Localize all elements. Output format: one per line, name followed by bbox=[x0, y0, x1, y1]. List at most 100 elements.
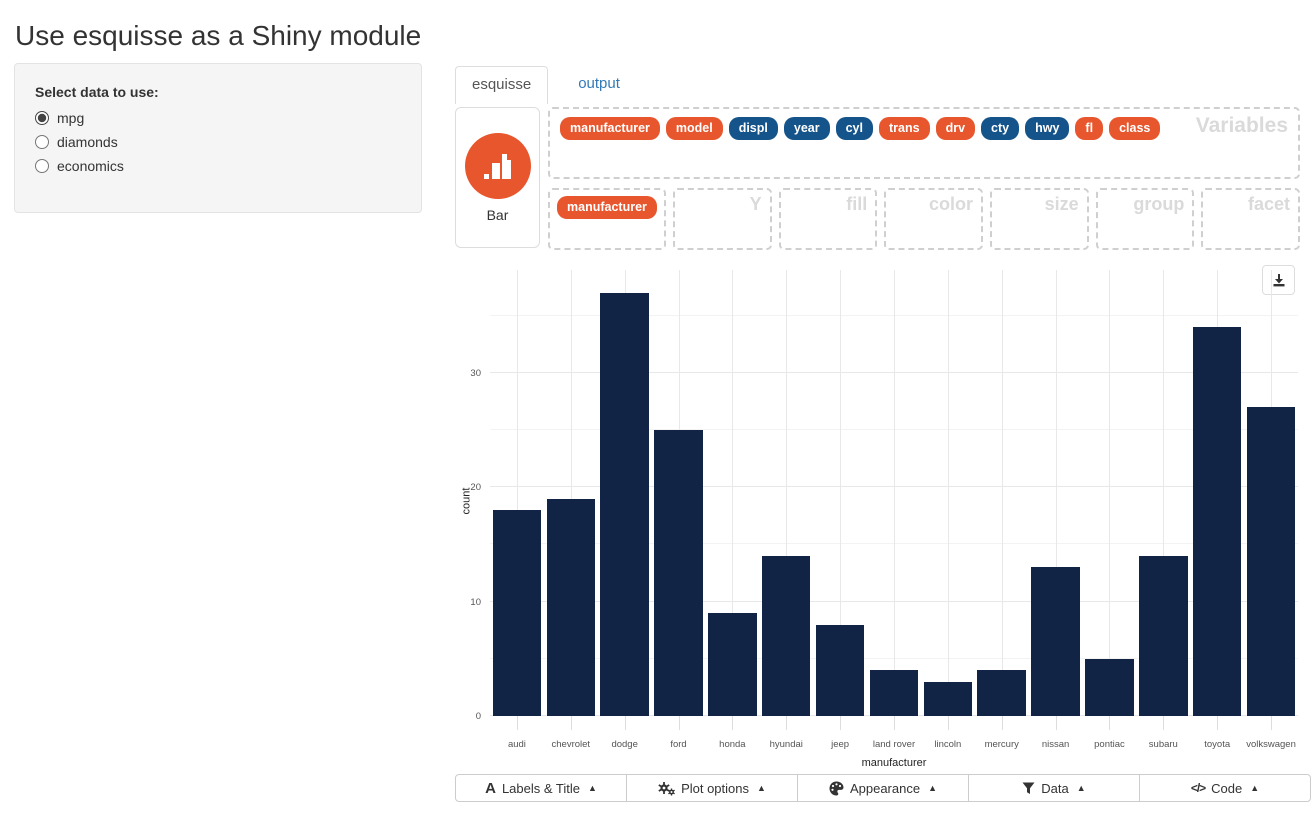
x-tick-mark bbox=[624, 716, 626, 730]
y-tick-label: 30 bbox=[470, 367, 481, 379]
radio-input-mpg[interactable] bbox=[35, 111, 49, 125]
bar-dodge bbox=[600, 292, 649, 716]
dataset-option-mpg[interactable]: mpg bbox=[35, 110, 401, 126]
drop-zone-fill[interactable]: fill bbox=[778, 188, 878, 250]
variable-pill-displ[interactable]: displ bbox=[728, 117, 778, 140]
code-label: Code bbox=[1211, 780, 1243, 796]
code-icon: </> bbox=[1190, 781, 1206, 795]
gears-icon bbox=[658, 781, 676, 796]
bar-toyota bbox=[1192, 327, 1242, 716]
text-icon: A bbox=[485, 779, 496, 797]
gridline-vertical bbox=[786, 270, 788, 716]
appearance-label: Appearance bbox=[849, 780, 921, 796]
bar-chart-icon bbox=[464, 132, 531, 199]
data-button[interactable]: Data ▲ bbox=[968, 774, 1140, 802]
variable-pill-list: manufacturer model displ year cyl trans drv cty… bbox=[560, 117, 1288, 140]
variable-pill-fl[interactable]: fl bbox=[1075, 117, 1104, 140]
y-tick-label: 0 bbox=[475, 711, 481, 722]
dataset-radio-group: mpg diamonds economics bbox=[35, 110, 401, 174]
labels-title-label: Labels & Title bbox=[501, 780, 580, 796]
plot-options-label: Plot options bbox=[681, 780, 749, 796]
variable-pill-cty[interactable]: cty bbox=[981, 117, 1020, 140]
x-tick-mark bbox=[1109, 716, 1111, 730]
radio-input-economics[interactable] bbox=[35, 159, 49, 173]
bar-jeep bbox=[815, 624, 865, 716]
collapse-up-icon: ▲ bbox=[587, 783, 597, 793]
variable-pill-hwy[interactable]: hwy bbox=[1025, 117, 1070, 140]
chart-panel bbox=[490, 270, 1298, 716]
x-tick-label: chevrolet bbox=[551, 739, 591, 750]
x-tick-mark bbox=[678, 716, 680, 730]
drop-zone-watermark: size bbox=[1044, 194, 1079, 214]
x-tick-mark bbox=[1001, 716, 1003, 730]
x-tick-mark bbox=[894, 716, 895, 730]
drop-zone-watermark: fill bbox=[846, 194, 868, 214]
gridline-vertical bbox=[1001, 270, 1003, 716]
drop-zone-size[interactable]: size bbox=[989, 188, 1089, 250]
code-button[interactable]: </> Code ▲ bbox=[1139, 774, 1311, 802]
collapse-up-icon: ▲ bbox=[757, 783, 766, 793]
x-tick-label: subaru bbox=[1148, 739, 1178, 750]
y-tick-label: 20 bbox=[470, 482, 481, 494]
x-axis-title: manufacturer bbox=[861, 757, 927, 769]
gridline-vertical bbox=[1109, 270, 1111, 716]
drop-zone-watermark: color bbox=[928, 194, 973, 214]
x-tick-mark bbox=[732, 716, 734, 730]
radio-label: diamonds bbox=[57, 134, 118, 150]
drop-zone-watermark: Y bbox=[749, 194, 762, 214]
tab-bar: esquisse output bbox=[455, 66, 636, 104]
gridline-vertical bbox=[840, 270, 842, 716]
data-label: Data bbox=[1041, 780, 1069, 796]
download-plot-button[interactable] bbox=[1262, 265, 1295, 295]
variable-pill-model[interactable]: model bbox=[665, 117, 723, 140]
x-tick-mark bbox=[840, 716, 842, 730]
geom-selector-button[interactable]: Bar bbox=[455, 107, 540, 248]
esquisse-builder: Bar manufacturer model displ year cyl trans dr… bbox=[455, 107, 1301, 250]
variable-pill-cyl[interactable]: cyl bbox=[835, 117, 873, 140]
radio-input-diamonds[interactable] bbox=[35, 135, 49, 149]
x-tick-mark bbox=[570, 716, 572, 730]
drop-zone-facet[interactable]: facet bbox=[1201, 188, 1301, 250]
variable-pill-year[interactable]: year bbox=[783, 117, 830, 140]
plot-controls-bar: A Labels & Title ▲ bbox=[455, 774, 1311, 802]
drop-zone-x[interactable]: manufacturer bbox=[548, 188, 666, 250]
x-tick-mark bbox=[786, 716, 788, 730]
appearance-button[interactable]: Appearance ▲ bbox=[797, 774, 969, 802]
tab-esquisse[interactable]: esquisse bbox=[455, 66, 549, 104]
x-tick-label: volkswagen bbox=[1246, 739, 1296, 750]
dataset-option-diamonds[interactable]: diamonds bbox=[35, 134, 401, 150]
bar-pontiac bbox=[1085, 658, 1134, 716]
variable-pill-trans[interactable]: trans bbox=[879, 117, 930, 140]
page-title: Use esquisse as a Shiny module bbox=[15, 20, 422, 51]
labels-title-button[interactable]: A Labels & Title ▲ bbox=[455, 774, 627, 802]
gridline-vertical bbox=[1163, 270, 1165, 716]
variable-pill-drv[interactable]: drv bbox=[935, 117, 976, 140]
x-tick-mark bbox=[947, 716, 949, 730]
gridline-vertical bbox=[732, 270, 734, 716]
variables-drop-zone[interactable]: manufacturer model displ year cyl trans drv cty… bbox=[548, 107, 1300, 179]
bar-chevrolet bbox=[546, 498, 596, 716]
drop-zone-group[interactable]: group bbox=[1095, 188, 1195, 250]
drop-zones: manufacturer model displ year cyl trans drv cty… bbox=[548, 107, 1301, 250]
gridline-vertical bbox=[516, 270, 518, 716]
plot-options-button[interactable]: Plot options ▲ bbox=[626, 774, 798, 802]
x-tick-label: dodge bbox=[611, 739, 638, 750]
drop-zone-color[interactable]: color bbox=[884, 188, 983, 250]
x-tick-label: lincoln bbox=[934, 739, 962, 750]
drop-zone-y[interactable]: Y bbox=[672, 188, 772, 250]
tab-output[interactable]: output bbox=[578, 75, 620, 92]
x-tick-label: jeep bbox=[831, 739, 850, 750]
variable-pill-manufacturer[interactable]: manufacturer bbox=[557, 196, 657, 219]
dataset-option-economics[interactable]: economics bbox=[35, 158, 401, 174]
gridline-vertical bbox=[1055, 270, 1057, 716]
collapse-up-icon: ▲ bbox=[1250, 783, 1260, 793]
y-tick-label: 10 bbox=[470, 596, 481, 608]
variable-pill-manufacturer[interactable]: manufacturer bbox=[560, 117, 660, 140]
variable-pill-class[interactable]: class bbox=[1109, 117, 1161, 140]
x-tick-label: pontiac bbox=[1094, 739, 1125, 750]
gridline-vertical bbox=[947, 270, 949, 716]
geom-label: Bar bbox=[486, 206, 509, 223]
bar-nissan bbox=[1031, 567, 1080, 716]
drop-zone-watermark: group bbox=[1133, 194, 1185, 214]
